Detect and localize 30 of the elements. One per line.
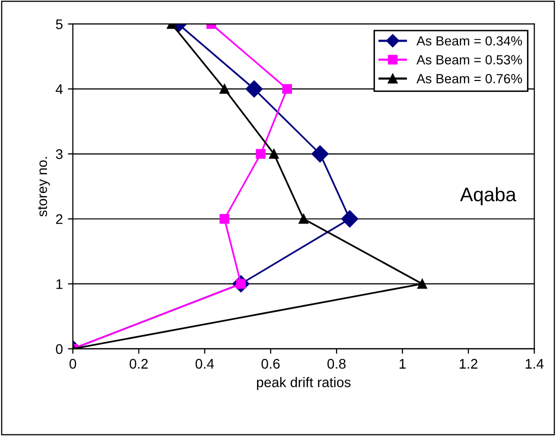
x-tick-label: 0 (70, 358, 76, 369)
legend-label: As Beam = 0.34% (416, 36, 522, 46)
y-tick-label: 4 (56, 84, 63, 94)
y-axis-title: storey no. (38, 157, 50, 216)
annotation: Aqaba (460, 187, 516, 206)
x-tick-label: 0.2 (130, 358, 148, 369)
point (298, 214, 308, 224)
legend-label: As Beam = 0.76% (416, 74, 522, 84)
point (341, 210, 358, 228)
point (417, 278, 428, 289)
x-tick-label: 1.4 (526, 359, 544, 369)
point (220, 214, 230, 224)
point (269, 149, 279, 159)
point (312, 145, 329, 162)
x-tick-label: 0.4 (196, 358, 214, 369)
point (256, 149, 266, 159)
y-tick-label: 5 (56, 19, 63, 30)
x-tick-label: 1 (400, 359, 406, 369)
x-tick-label: 0.6 (262, 358, 280, 369)
y-tick-label: 0 (56, 344, 63, 354)
x-tick-label: 1.2 (460, 358, 478, 369)
y-tick-label: 3 (56, 149, 63, 160)
y-tick-label: 1 (56, 279, 62, 289)
x-tick-label: 0.8 (327, 358, 346, 369)
x-axis-title: peak drift ratios (257, 377, 351, 390)
point (220, 84, 230, 94)
legend-label: As Beam = 0.53% (416, 55, 522, 64)
y-tick-label: 2 (56, 214, 62, 224)
point (282, 84, 292, 94)
point (246, 80, 263, 98)
